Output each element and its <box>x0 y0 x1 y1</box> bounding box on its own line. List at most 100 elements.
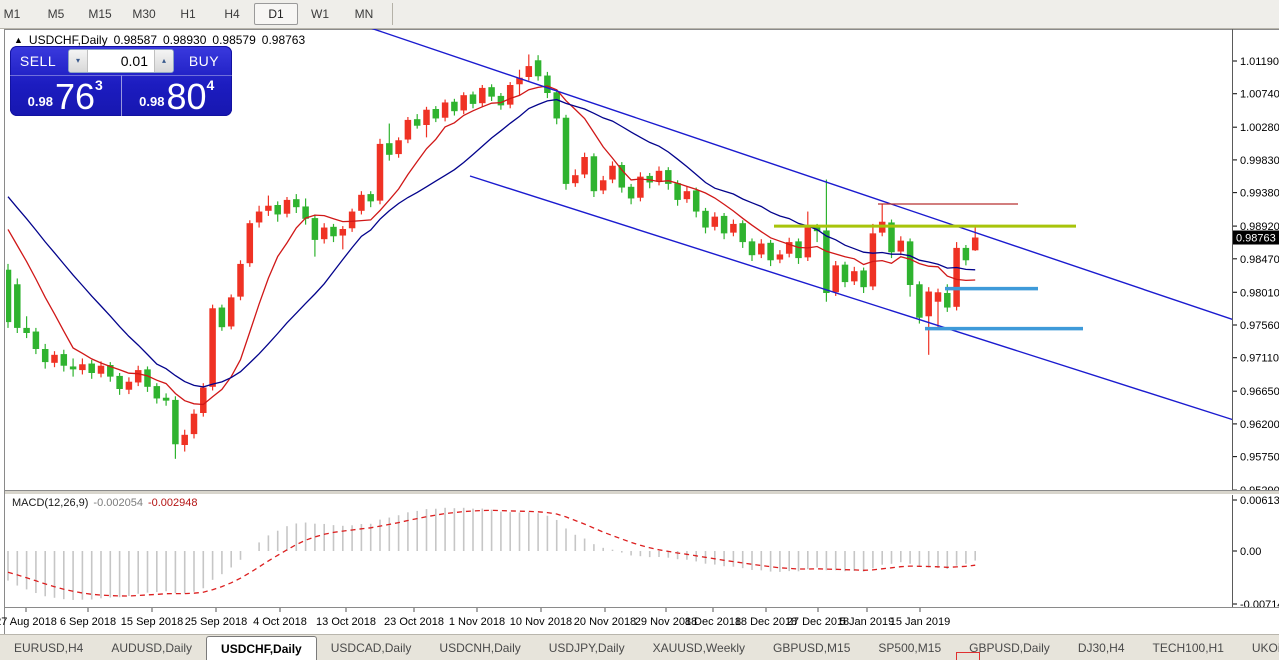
sell-price-display[interactable]: 0.98 76 3 <box>10 75 122 116</box>
candle <box>516 77 523 85</box>
tab-usdcnh-daily[interactable]: USDCNH,Daily <box>439 641 521 655</box>
candle <box>897 240 905 252</box>
candle <box>172 399 179 445</box>
candle <box>934 292 942 302</box>
ohlc-close: 0.98763 <box>261 33 306 47</box>
candle <box>125 381 133 390</box>
price-axis-label: 0.99830 <box>1240 155 1279 167</box>
price-axis[interactable]: 1.01190 1.00740 1.00280 0.99830 0.99380 0.989… <box>1233 56 1279 611</box>
tab-usdjpy-daily[interactable]: USDJPY,Daily <box>548 641 625 655</box>
candle <box>460 95 467 111</box>
date-axis-separator <box>5 607 1279 608</box>
ohlc-low: 0.98579 <box>212 33 256 47</box>
candle <box>906 241 914 285</box>
tab-xauusd-weekly[interactable]: XAUUSD,Weekly <box>652 641 746 655</box>
date-axis-label: 15 Sep 2018 <box>121 616 183 628</box>
indicator-splitter[interactable] <box>5 490 1279 495</box>
red-marker-box <box>956 652 980 660</box>
candle <box>14 284 21 328</box>
period-button-m1[interactable]: M1 <box>3 7 21 21</box>
period-toolbar: M1 M5 M15 M30 H1 H4 D1 W1 MN <box>0 0 1279 29</box>
date-axis-label: 13 Oct 2018 <box>316 616 376 628</box>
period-button-m5[interactable]: M5 <box>47 7 65 21</box>
candle <box>562 117 570 184</box>
price-axis-label: 1.01190 <box>1240 56 1279 68</box>
candle <box>553 92 560 119</box>
period-button-h1[interactable]: H1 <box>180 7 196 21</box>
candle <box>962 247 970 261</box>
candle <box>6 269 12 323</box>
candle <box>590 156 598 192</box>
candle <box>283 199 291 214</box>
price-axis-label: 1.00280 <box>1240 122 1279 134</box>
tab-audusd-daily[interactable]: AUDUSD,Daily <box>111 641 193 655</box>
date-axis[interactable]: 27 Aug 2018 6 Sep 2018 15 Sep 2018 25 Sep 2… <box>0 608 950 628</box>
tab-usdchf-daily[interactable]: USDCHF,Daily <box>206 636 317 660</box>
candle <box>107 365 114 377</box>
trendline[interactable] <box>469 175 1240 422</box>
candle <box>795 241 802 259</box>
candle <box>748 241 756 256</box>
candle <box>469 94 477 104</box>
period-button-m15[interactable]: M15 <box>88 7 112 21</box>
volume-input[interactable]: 0.01 <box>120 52 148 69</box>
candle <box>293 199 300 208</box>
price-axis-label: 0.97560 <box>1240 320 1279 332</box>
period-button-m30[interactable]: M30 <box>132 7 156 21</box>
candle <box>413 119 421 126</box>
chevron-up-icon: ▴ <box>161 56 166 65</box>
candle <box>720 215 728 234</box>
candle <box>497 95 505 106</box>
candle <box>851 271 858 282</box>
candle <box>441 102 449 118</box>
price-axis-label: 0.98920 <box>1240 221 1279 233</box>
candle <box>274 205 281 215</box>
candle <box>200 387 207 413</box>
candle <box>320 227 328 240</box>
candle <box>572 175 579 184</box>
candle <box>916 284 923 318</box>
price-axis-separator <box>1232 29 1233 608</box>
tab-gbpusd-m15[interactable]: GBPUSD,M15 <box>773 641 851 655</box>
tab-dj30-h4[interactable]: DJ30,H4 <box>1077 641 1125 655</box>
macd-panel[interactable] <box>7 507 977 600</box>
candle <box>758 243 765 255</box>
toolbar-separator <box>392 3 393 25</box>
candle <box>832 265 839 293</box>
period-button-w1[interactable]: W1 <box>311 7 329 21</box>
ohlc-open: 0.98587 <box>113 33 157 47</box>
candle <box>692 190 700 212</box>
buy-price-display[interactable]: 0.98 80 4 <box>121 75 232 116</box>
tab-gbpusd-daily[interactable]: GBPUSD,Daily <box>969 641 1050 655</box>
price-panel[interactable] <box>5 16 1240 459</box>
candle <box>730 223 737 233</box>
date-axis-label: 4 Oct 2018 <box>253 616 307 628</box>
candle <box>627 186 635 199</box>
volume-field[interactable]: ▾ 0.01 ▴ <box>68 48 174 73</box>
period-button-h4[interactable]: H4 <box>224 7 240 21</box>
price-axis-label: 0.99380 <box>1240 188 1279 200</box>
trendline[interactable] <box>335 16 1240 322</box>
buy-button[interactable]: BUY <box>188 52 220 69</box>
candle <box>348 211 356 229</box>
candle <box>339 229 347 236</box>
candle <box>944 293 951 308</box>
tab-eurusd-h4[interactable]: EURUSD,H4 <box>14 641 84 655</box>
date-axis-label: 29 Nov 2018 <box>635 616 697 628</box>
candle <box>953 247 960 307</box>
tab-ukoil-h1[interactable]: UKOil,H1 <box>1251 641 1279 655</box>
volume-decrease-button[interactable]: ▾ <box>69 49 88 72</box>
tab-sp500-m15[interactable]: SP500,M15 <box>878 641 942 655</box>
tab-usdcad-daily[interactable]: USDCAD,Daily <box>330 641 412 655</box>
candle <box>646 175 653 183</box>
volume-increase-button[interactable]: ▴ <box>154 49 173 72</box>
current-price-tag-text: 0.98763 <box>1236 233 1276 245</box>
period-button-d1[interactable]: D1 <box>254 3 298 25</box>
period-button-mn[interactable]: MN <box>354 7 374 21</box>
sell-price-big: 76 <box>54 76 96 117</box>
sell-button[interactable]: SELL <box>19 52 57 69</box>
tab-tech100-h1[interactable]: TECH100,H1 <box>1152 641 1224 655</box>
candle <box>69 366 77 370</box>
candle <box>237 263 244 297</box>
